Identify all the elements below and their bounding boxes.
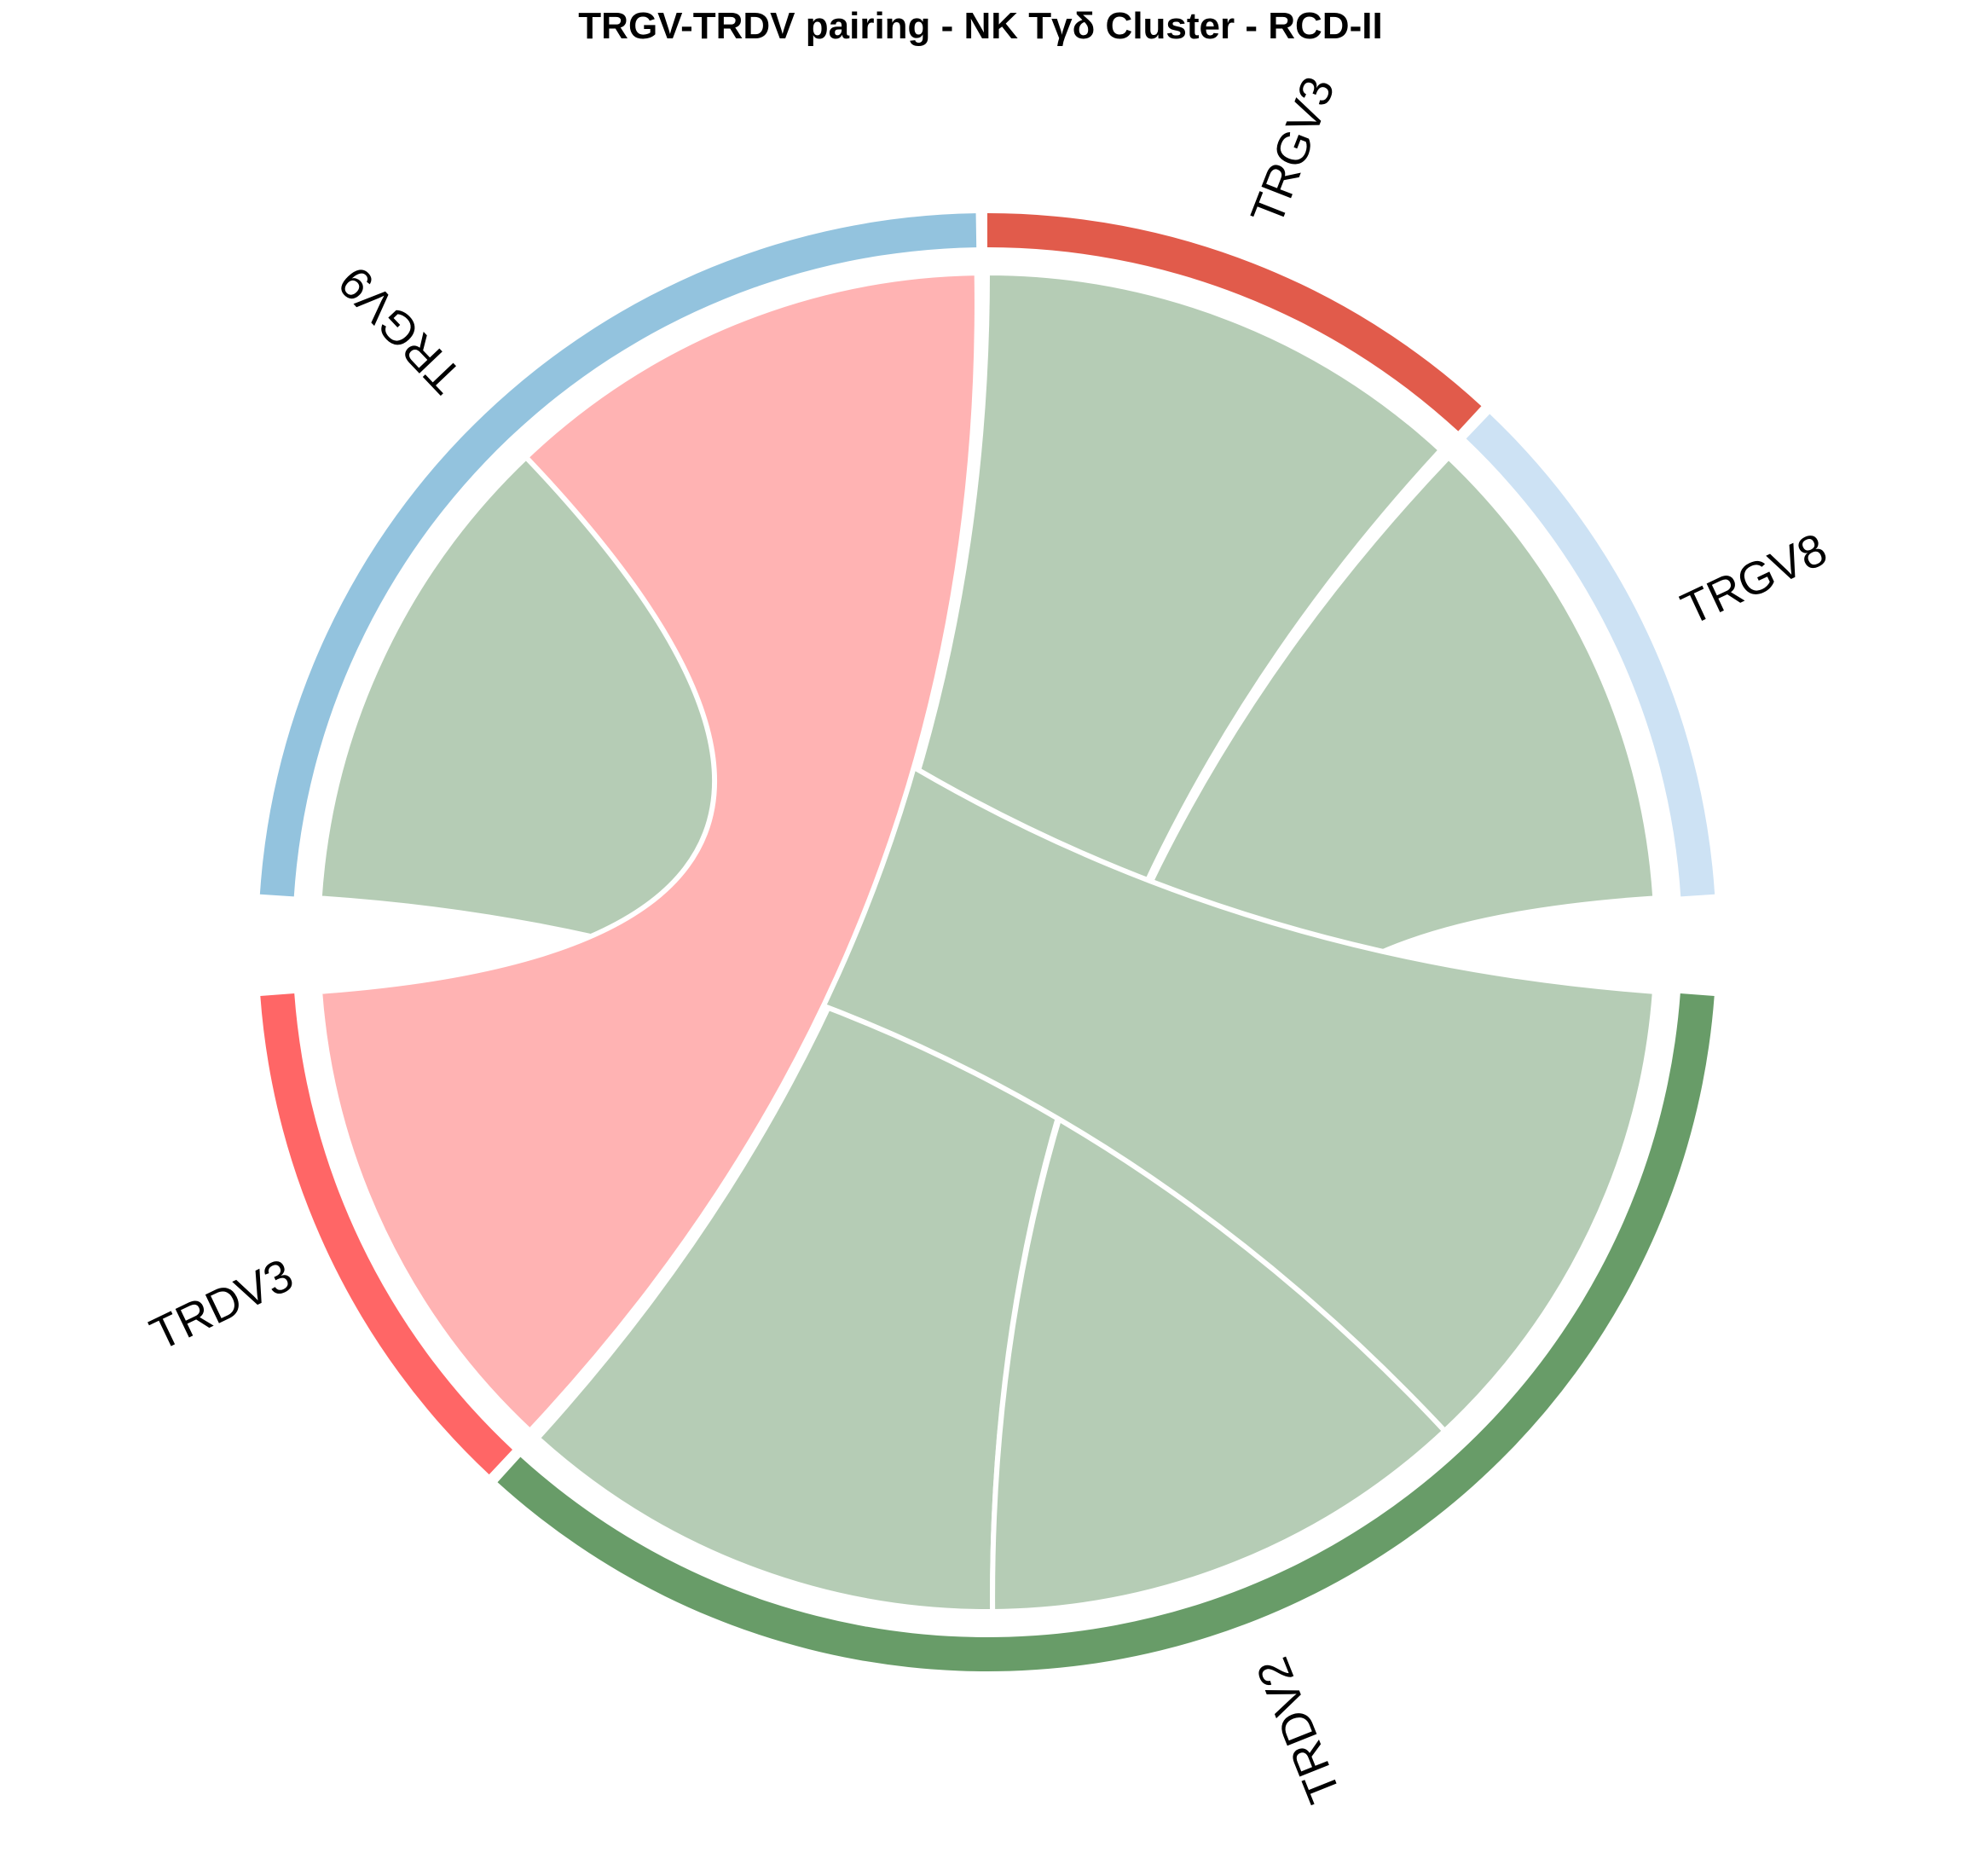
sector-label-trgv8: TRGV8 — [1674, 524, 1834, 635]
sector-trdv3 — [260, 993, 513, 1475]
sector-label-trdv2: TRDV2 — [1247, 1651, 1350, 1810]
chart-title: TRGV-TRDV pairing - NK Tγδ Cluster - RCD… — [578, 5, 1382, 47]
sector-label-trgv9: TRGV9 — [329, 257, 472, 403]
sector-trgv9 — [259, 213, 977, 897]
sector-trgv8 — [1466, 414, 1715, 897]
sectors-layer — [259, 213, 1715, 1671]
sector-trgv3 — [987, 213, 1482, 431]
sector-label-trgv3: TRGV3 — [1241, 70, 1345, 232]
link-trgv9-trdv2 — [316, 453, 1658, 1435]
sector-trdv2 — [497, 993, 1715, 1671]
links-layer — [316, 269, 1658, 1615]
sector-label-trdv3: TRDV3 — [142, 1249, 301, 1361]
link-trgv9-trdv3 — [316, 270, 980, 1435]
